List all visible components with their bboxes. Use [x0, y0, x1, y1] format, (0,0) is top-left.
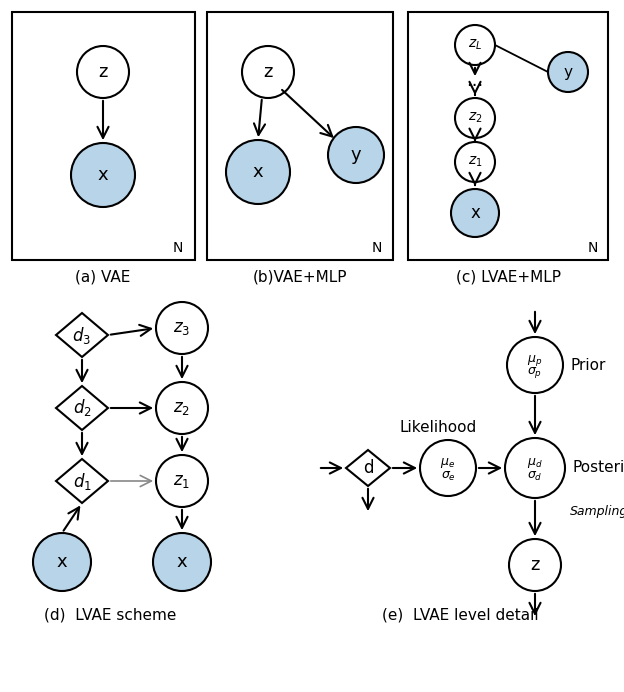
Bar: [12, 12, 195, 260]
Circle shape: [226, 140, 290, 204]
Text: $\sigma_e$: $\sigma_e$: [441, 469, 456, 482]
Circle shape: [455, 25, 495, 65]
Circle shape: [156, 382, 208, 434]
Circle shape: [455, 98, 495, 138]
Text: $d_1$: $d_1$: [72, 471, 92, 491]
Circle shape: [548, 52, 588, 92]
Text: (a) VAE: (a) VAE: [76, 269, 130, 284]
Text: (e)  LVAE level detail: (e) LVAE level detail: [382, 608, 539, 623]
Text: y: y: [563, 64, 572, 80]
Text: x: x: [57, 553, 67, 571]
Text: $z_L$: $z_L$: [468, 38, 482, 52]
Text: x: x: [253, 163, 263, 181]
Circle shape: [505, 438, 565, 498]
Text: (b)VAE+MLP: (b)VAE+MLP: [253, 269, 347, 284]
Text: y: y: [351, 146, 361, 164]
Circle shape: [509, 539, 561, 591]
Bar: [408, 12, 608, 260]
Circle shape: [420, 440, 476, 496]
Text: N: N: [588, 241, 598, 255]
Circle shape: [153, 533, 211, 591]
Text: N: N: [173, 241, 183, 255]
Text: $z_2$: $z_2$: [468, 111, 482, 125]
Text: Sampling: Sampling: [570, 505, 624, 518]
Text: z: z: [530, 556, 540, 574]
Text: z: z: [99, 63, 108, 81]
Text: Prior: Prior: [571, 358, 607, 372]
Circle shape: [33, 533, 91, 591]
Text: (c) LVAE+MLP: (c) LVAE+MLP: [456, 269, 560, 284]
Text: ···: ···: [466, 77, 484, 95]
Text: $z_1$: $z_1$: [173, 472, 190, 490]
Text: (d)  LVAE scheme: (d) LVAE scheme: [44, 608, 176, 623]
Circle shape: [242, 46, 294, 98]
Text: $z_1$: $z_1$: [468, 155, 482, 170]
Text: $\sigma_p$: $\sigma_p$: [527, 365, 542, 381]
Text: $\mu_e$: $\mu_e$: [441, 456, 456, 470]
Polygon shape: [346, 450, 390, 486]
Text: $d_3$: $d_3$: [72, 325, 92, 345]
Circle shape: [328, 127, 384, 183]
Circle shape: [156, 455, 208, 507]
Text: z: z: [263, 63, 273, 81]
Circle shape: [507, 337, 563, 393]
Polygon shape: [56, 386, 108, 430]
Bar: [207, 12, 393, 260]
Circle shape: [71, 143, 135, 207]
Text: N: N: [372, 241, 382, 255]
Text: $\mu_d$: $\mu_d$: [527, 456, 543, 470]
Circle shape: [77, 46, 129, 98]
Circle shape: [451, 189, 499, 237]
Text: x: x: [177, 553, 187, 571]
Text: $z_2$: $z_2$: [173, 399, 190, 417]
Circle shape: [455, 142, 495, 182]
Text: Likelihood: Likelihood: [399, 421, 477, 435]
Text: x: x: [470, 204, 480, 222]
Text: $d_2$: $d_2$: [72, 397, 91, 419]
Text: $\sigma_d$: $\sigma_d$: [527, 469, 543, 482]
Polygon shape: [56, 459, 108, 503]
Text: d: d: [363, 459, 373, 477]
Text: $z_3$: $z_3$: [173, 319, 190, 337]
Text: $\mu_p$: $\mu_p$: [527, 352, 543, 367]
Text: x: x: [98, 166, 109, 184]
Polygon shape: [56, 313, 108, 357]
Text: Posterior: Posterior: [573, 460, 624, 475]
Circle shape: [156, 302, 208, 354]
